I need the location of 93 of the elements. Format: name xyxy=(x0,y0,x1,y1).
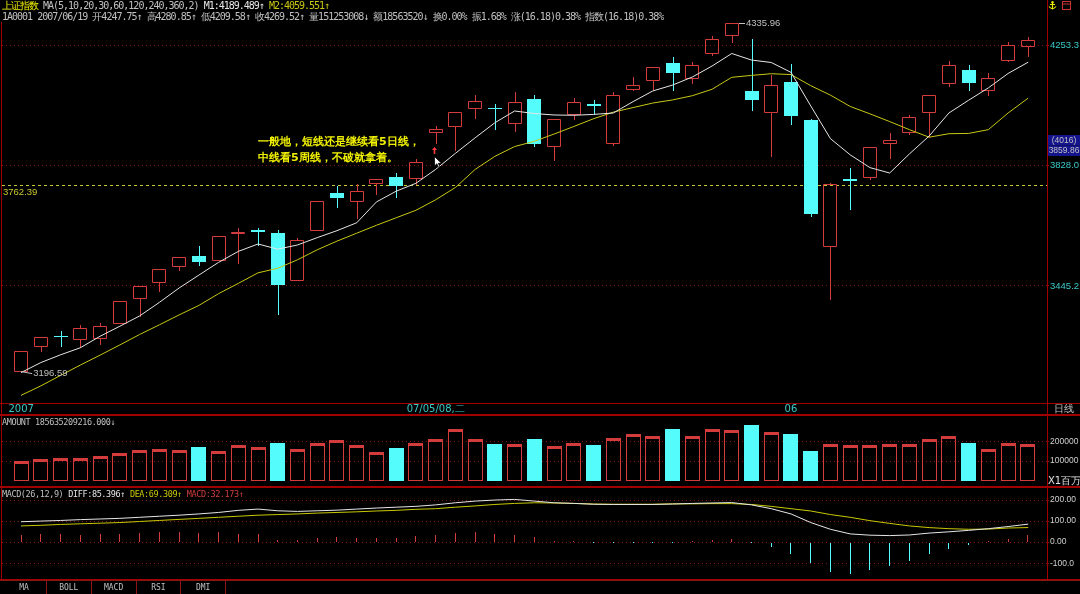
candlestick xyxy=(508,91,522,133)
candlestick xyxy=(73,324,87,349)
annotation: 中线看5周线，不破就拿着。 xyxy=(258,150,398,165)
candlestick xyxy=(981,72,995,97)
candlestick xyxy=(942,60,956,88)
candlestick xyxy=(330,185,344,209)
text: M1:4189.489↑ xyxy=(203,0,264,11)
bar xyxy=(487,444,502,481)
y-tick-label: 200.00 xyxy=(1050,494,1077,505)
chart-title: MACD(26,12,9) xyxy=(2,489,64,499)
candlestick xyxy=(468,94,482,120)
legend-title: MA(5,10,20,30,60,120,240,360,2) xyxy=(43,0,199,11)
candlestick xyxy=(192,245,206,267)
candlestick xyxy=(685,61,699,85)
bar xyxy=(961,443,976,481)
candlestick xyxy=(902,114,916,136)
candlestick xyxy=(843,167,857,211)
text: BOLL xyxy=(46,581,92,594)
candlestick xyxy=(54,330,68,348)
candlestick xyxy=(527,94,541,148)
candlestick xyxy=(429,125,443,145)
text: DEA:69.309↑ xyxy=(129,489,182,499)
annotation: 3196.59 xyxy=(33,367,68,379)
candlestick xyxy=(34,337,48,353)
chart-title: 上证指数 xyxy=(2,0,38,11)
candlestick xyxy=(626,76,640,90)
y-tick-label: 3445.2 xyxy=(1050,279,1080,291)
x-tick-label: 2007 xyxy=(8,402,34,414)
candlestick xyxy=(14,351,28,372)
text: M2:4059.551↑ xyxy=(268,0,330,11)
candlestick xyxy=(231,227,245,265)
text: (4016) xyxy=(1051,134,1077,145)
bar xyxy=(803,451,818,481)
candlestick xyxy=(804,120,818,218)
text: DMI xyxy=(181,581,227,594)
text: RSI xyxy=(136,581,182,594)
bar xyxy=(527,439,542,481)
candlestick xyxy=(962,64,976,92)
candlestick xyxy=(1001,41,1015,61)
bar xyxy=(270,443,285,481)
ref-line-label: 3762.39 xyxy=(3,185,38,197)
x-tick-label: 07/05/08,二 xyxy=(406,402,465,414)
candlestick xyxy=(863,147,877,181)
candlestick xyxy=(705,35,719,57)
annotation: 一般地，短线还是继续看5日线， xyxy=(258,135,420,149)
bar xyxy=(389,448,404,481)
candlestick xyxy=(271,229,285,316)
text: MACD:32.173↑ xyxy=(186,489,244,499)
y-tick-label: 0.00 xyxy=(1050,536,1067,547)
y-tick-label: 3828.0 xyxy=(1050,159,1080,171)
candlestick xyxy=(666,56,680,92)
candlestick xyxy=(290,237,304,281)
candlestick xyxy=(369,179,383,196)
bar xyxy=(191,447,206,481)
x-axis-title: 日线 xyxy=(1053,403,1074,415)
y-tick-label: -100.0 xyxy=(1050,557,1075,568)
candlestick xyxy=(547,119,561,162)
bar xyxy=(783,434,798,481)
candlestick xyxy=(310,201,324,231)
text: DIFF:85.396↑ xyxy=(68,489,125,499)
text: MA xyxy=(2,581,47,594)
candlestick xyxy=(646,67,660,91)
annotation: 4335.96 xyxy=(746,17,781,29)
candlestick xyxy=(488,103,502,131)
candlestick xyxy=(883,132,897,160)
candlestick xyxy=(606,91,620,147)
text: 3859.86 xyxy=(1048,145,1080,156)
y-axis-title: X1百万 xyxy=(1048,475,1080,486)
candlestick xyxy=(823,184,837,301)
y-tick-label: 200000 xyxy=(1050,435,1079,446)
chart-subtitle: 1A0001 2007/06/19 开4247.75↑ 高4280.85↑ 低4209.58↑ 收4269.52↑ 量151253008↓ 额18563520↓ 换0.00% 振1.68% 涨(16.18)0.38% 指数(16.18)0.38% xyxy=(2,11,664,22)
candlestick xyxy=(212,236,226,261)
chart-title: AMOUNT 185635209216.000↓ xyxy=(2,417,116,427)
candlestick xyxy=(93,322,107,346)
candlestick xyxy=(784,63,798,126)
candlestick xyxy=(152,269,166,293)
y-tick-label: 100.00 xyxy=(1050,515,1077,526)
text: MACD xyxy=(91,581,137,594)
bar xyxy=(665,429,680,481)
candlestick xyxy=(133,286,147,318)
bar xyxy=(586,445,601,481)
candlestick xyxy=(350,183,364,220)
candlestick xyxy=(587,99,601,116)
x-tick-label: 06 xyxy=(784,402,798,414)
candlestick xyxy=(448,112,462,152)
y-tick-label: 4253.3 xyxy=(1050,38,1080,50)
candlestick xyxy=(1021,36,1035,58)
candlestick xyxy=(172,257,186,272)
candlestick xyxy=(745,38,759,112)
candlestick xyxy=(113,301,127,324)
candlestick xyxy=(764,74,778,158)
bar xyxy=(744,425,759,481)
y-tick-label: 100000 xyxy=(1050,455,1079,466)
